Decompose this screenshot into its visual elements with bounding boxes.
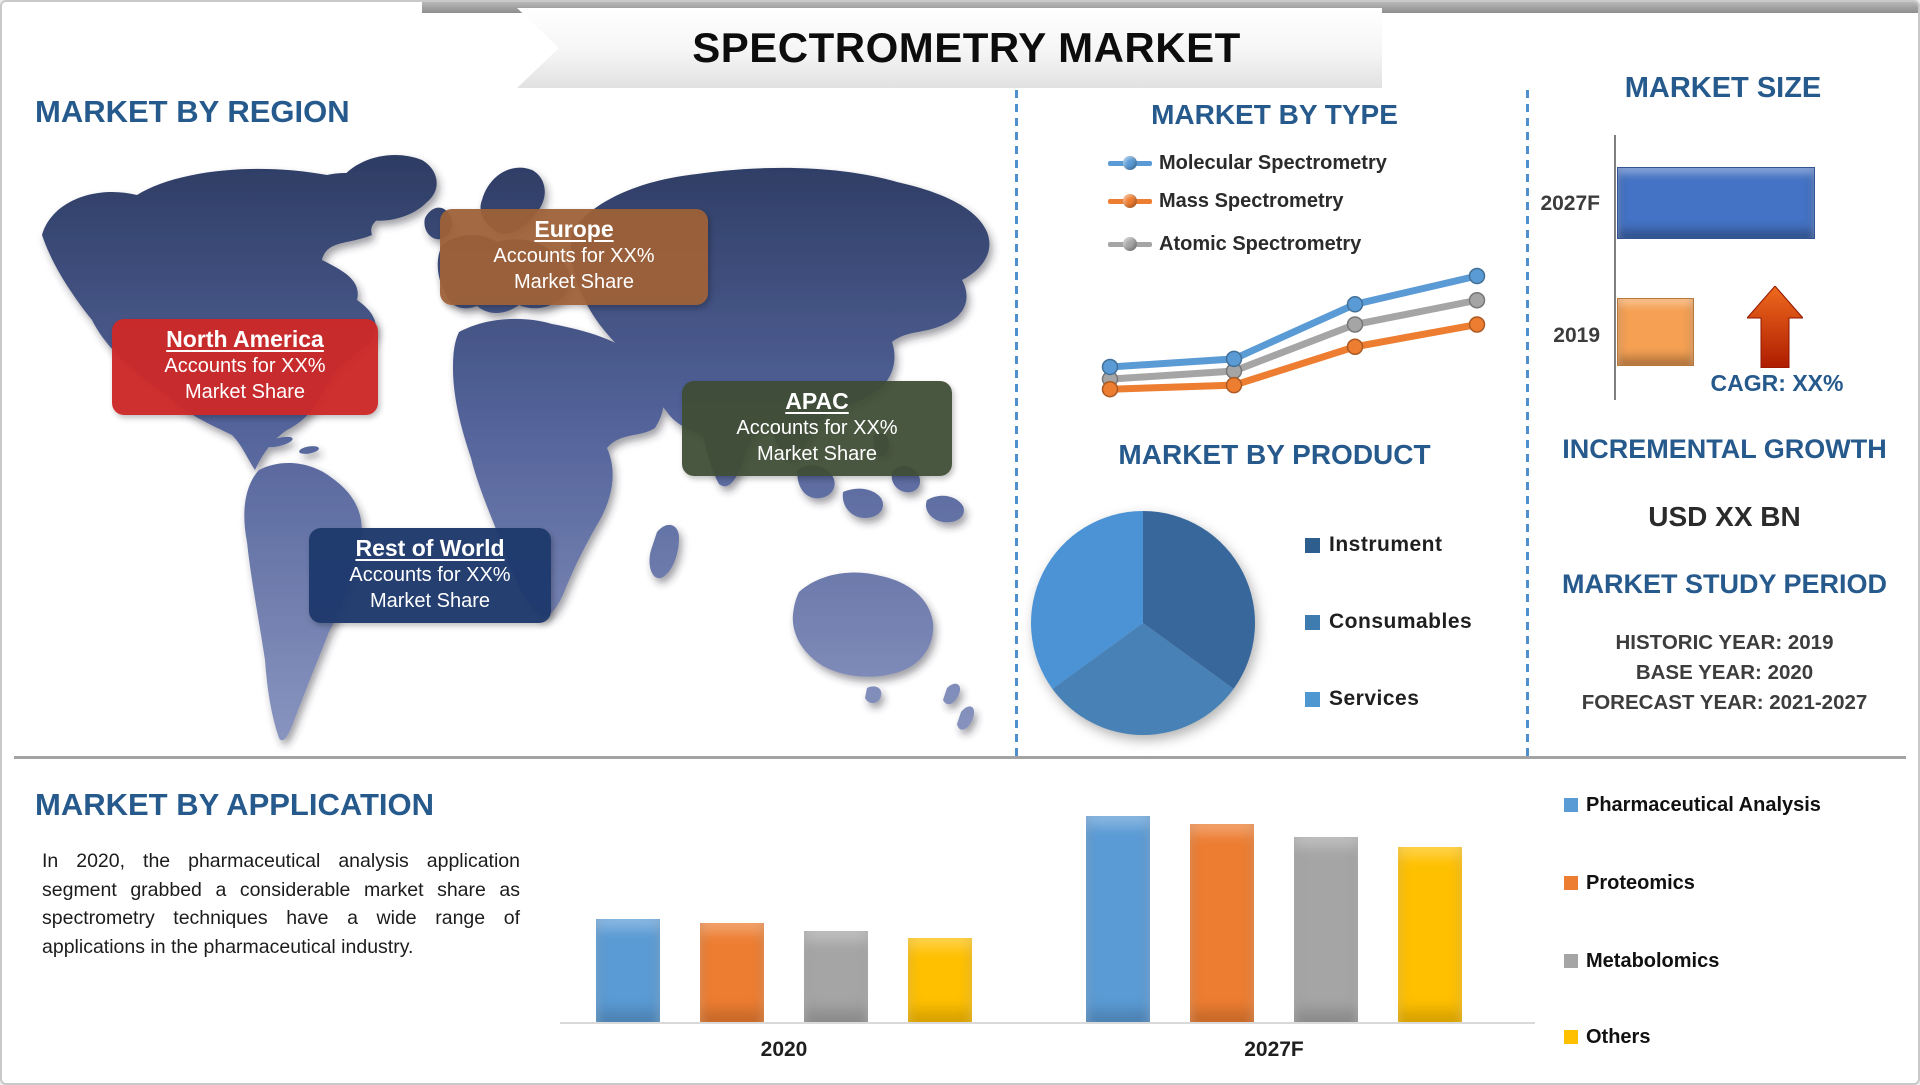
type-legend-item-atomic: Atomic Spectrometry	[1108, 233, 1361, 255]
callout-apac-title: APAC	[785, 388, 849, 414]
pie-slice-instrument	[1143, 511, 1255, 689]
molecular-series-dot	[1123, 155, 1137, 170]
consumables-legend-swatch	[1305, 614, 1320, 630]
application-chart-baseline	[560, 1022, 1535, 1024]
application-bar-2027F-others	[1398, 847, 1462, 1022]
type-legend-label: Mass Spectrometry	[1159, 189, 1344, 212]
callout-north-america-title: North America	[166, 326, 324, 352]
application-legend-label: Metabolomics	[1586, 949, 1720, 972]
horizontal-divider	[14, 756, 1906, 759]
application-heading: MARKET BY APPLICATION	[35, 787, 434, 822]
application-legend-label: Proteomics	[1586, 871, 1695, 894]
market-size-category-2019: 2019	[1553, 324, 1600, 347]
type-heading: MARKET BY TYPE	[1151, 99, 1398, 130]
application-paragraph: In 2020, the pharmaceutical analysis app…	[42, 850, 520, 958]
atomic-series-dot	[1123, 236, 1137, 251]
others-swatch	[1564, 1030, 1578, 1044]
mass-series-marker	[1108, 193, 1152, 208]
pie-slice-services	[1031, 511, 1143, 689]
pie-slice-consumables	[1052, 623, 1234, 735]
base-year-row: BASE YEAR: 2020	[1635, 661, 1814, 684]
type-legend-label: Molecular Spectrometry	[1159, 151, 1387, 174]
application-bar-2020-pharmaceutical-analysis	[596, 919, 660, 1022]
market-size-heading: MARKET SIZE	[1624, 72, 1822, 104]
application-bar-2020-metabolomics	[804, 931, 868, 1022]
metabolomics-swatch	[1564, 954, 1578, 968]
cagr-label: CAGR: XX%	[1710, 370, 1844, 396]
callout-rest-of-world-line2: Market Share	[369, 590, 491, 612]
callout-rest-of-world-line1: Accounts for XX%	[349, 564, 511, 586]
application-bar-2020-others	[908, 938, 972, 1022]
title-banner: SPECTROMETRY MARKET	[517, 8, 1382, 88]
study-period-heading: MARKET STUDY PERIOD	[1561, 569, 1888, 599]
callout-apac-line2: Market Share	[756, 443, 878, 465]
application-legend-label: Pharmaceutical Analysis	[1586, 793, 1821, 816]
application-bar-2020-proteomics	[700, 923, 764, 1022]
market-by-type-line-chart	[1101, 267, 1486, 398]
callout-europe-line1: Accounts for XX%	[493, 245, 655, 267]
callout-europe: Europe Accounts for XX% Market Share	[440, 209, 708, 305]
application-bar-2027F-metabolomics	[1294, 837, 1358, 1022]
application-category-2020: 2020	[760, 1038, 808, 1061]
atomic-series-marker	[1108, 236, 1152, 251]
incremental-growth-value: USD XX BN	[1648, 501, 1801, 532]
type-legend-item-mass: Mass Spectrometry	[1108, 190, 1344, 212]
proteomics-swatch	[1564, 876, 1578, 890]
study-period-rows: HISTORIC YEAR: 2019 BASE YEAR: 2020 FORE…	[1532, 628, 1917, 718]
application-legend-item-pharma: Pharmaceutical Analysis	[1564, 793, 1821, 816]
product-legend-item-instrument: Instrument	[1305, 533, 1443, 556]
callout-europe-line2: Market Share	[513, 271, 635, 293]
mass-series-dot	[1123, 193, 1137, 208]
dashed-separator-left	[1015, 90, 1018, 762]
type-legend-label: Atomic Spectrometry	[1159, 232, 1362, 255]
callout-north-america-line1: Accounts for XX%	[164, 355, 326, 377]
page-title: SPECTROMETRY MARKET	[692, 24, 1241, 71]
callout-north-america: North America Accounts for XX% Market Sh…	[112, 319, 378, 415]
forecast-year-row: FORECAST YEAR: 2021-2027	[1581, 691, 1868, 714]
application-bar-2027F-proteomics	[1190, 824, 1254, 1022]
application-legend-item-others: Others	[1564, 1025, 1651, 1048]
callout-rest-of-world: Rest of World Accounts for XX% Market Sh…	[309, 528, 551, 623]
callout-north-america-line2: Market Share	[184, 381, 306, 403]
market-size-axis	[1614, 135, 1616, 400]
application-category-2027F: 2027F	[1244, 1038, 1304, 1061]
dashed-separator-right	[1526, 90, 1529, 762]
market-size-bar-2027F	[1617, 167, 1815, 239]
market-by-application-bar-chart	[542, 791, 1542, 1024]
market-by-product-pie-chart	[1031, 511, 1255, 735]
application-bar-2027F-pharmaceutical-analysis	[1086, 816, 1150, 1022]
product-heading: MARKET BY PRODUCT	[1118, 439, 1431, 470]
product-legend-item-consumables: Consumables	[1305, 610, 1473, 633]
application-legend-label: Others	[1586, 1025, 1651, 1048]
market-size-category-2027F: 2027F	[1540, 192, 1600, 215]
callout-apac: APAC Accounts for XX% Market Share	[682, 381, 952, 476]
title-ribbon-backing	[422, 2, 1918, 13]
product-legend-item-services: Services	[1305, 687, 1420, 710]
application-legend-item-proteomics: Proteomics	[1564, 871, 1695, 894]
type-legend-item-molecular: Molecular Spectrometry	[1108, 152, 1387, 174]
callout-rest-of-world-title: Rest of World	[355, 535, 505, 561]
product-legend-label: Consumables	[1329, 610, 1473, 633]
market-size-bar-2019	[1617, 298, 1694, 366]
callout-europe-title: Europe	[534, 216, 614, 242]
region-heading: MARKET BY REGION	[35, 94, 350, 129]
molecular-series-marker	[1108, 155, 1152, 170]
services-legend-swatch	[1305, 691, 1320, 707]
instrument-legend-swatch	[1305, 537, 1320, 553]
historic-year-row: HISTORIC YEAR: 2019	[1615, 631, 1834, 654]
growth-arrow-icon	[1747, 286, 1803, 368]
callout-apac-line1: Accounts for XX%	[736, 417, 898, 439]
application-legend-item-metabolomics: Metabolomics	[1564, 949, 1720, 972]
pharmaceutical-analysis-swatch	[1564, 798, 1578, 812]
product-legend-label: Services	[1329, 687, 1420, 710]
product-legend-label: Instrument	[1329, 533, 1443, 556]
incremental-growth-heading: INCREMENTAL GROWTH	[1562, 434, 1887, 464]
